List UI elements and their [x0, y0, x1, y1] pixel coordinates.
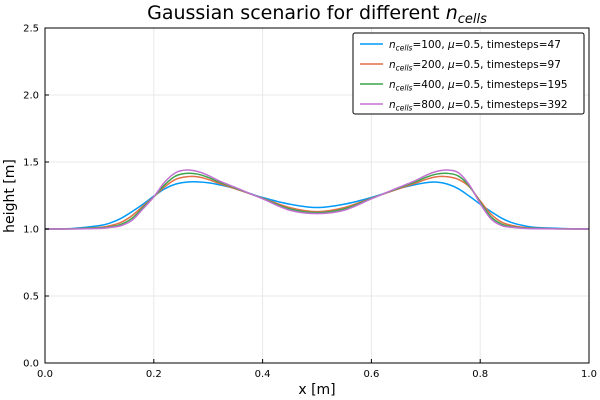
- x-axis-ticks: 0.0 0.2 0.4 0.6 0.8 1.0: [37, 359, 597, 380]
- y-tick-label: 0.0: [23, 359, 39, 370]
- x-tick-label: 0.8: [472, 369, 488, 380]
- legend-label-1: ncells=100, μ=0.5, timesteps=47: [389, 39, 561, 53]
- legend: ncells=100, μ=0.5, timesteps=47 ncells=20…: [352, 32, 585, 115]
- chart-title: Gaussian scenario for different ncells: [147, 2, 487, 27]
- chart-title-var: n: [446, 2, 458, 24]
- y-tick-label: 1.0: [23, 225, 39, 236]
- x-tick-label: 0.6: [363, 369, 379, 380]
- y-tick-label: 1.5: [23, 158, 39, 169]
- legend-label-4: ncells=800, μ=0.5, timesteps=392: [389, 99, 568, 113]
- x-tick-label: 1.0: [581, 369, 597, 380]
- series-line-2: [44, 175, 590, 230]
- legend-box: [352, 32, 585, 115]
- y-axis-ticks: 0.0 0.5 1.0 1.5 2.0 2.5: [23, 24, 49, 370]
- chart-title-sub: cells: [458, 12, 487, 27]
- plot-frame: [44, 27, 590, 364]
- series-line-1: [44, 181, 590, 230]
- series-line-4: [44, 169, 590, 230]
- series-line-3: [44, 172, 590, 230]
- x-tick-label: 0.0: [37, 369, 53, 380]
- x-tick-label: 0.2: [146, 369, 162, 380]
- chart-title-base: Gaussian scenario for different: [147, 2, 446, 24]
- legend-label-2: ncells=200, μ=0.5, timesteps=97: [389, 59, 561, 73]
- y-tick-label: 2.0: [23, 91, 39, 102]
- y-tick-label: 0.5: [23, 292, 39, 303]
- y-axis-label: height [m]: [2, 159, 18, 233]
- legend-label-3: ncells=400, μ=0.5, timesteps=195: [389, 79, 568, 93]
- series-group: [44, 169, 590, 230]
- x-axis-label: x [m]: [298, 382, 335, 398]
- x-tick-label: 0.4: [255, 369, 271, 380]
- y-tick-label: 2.5: [23, 24, 39, 35]
